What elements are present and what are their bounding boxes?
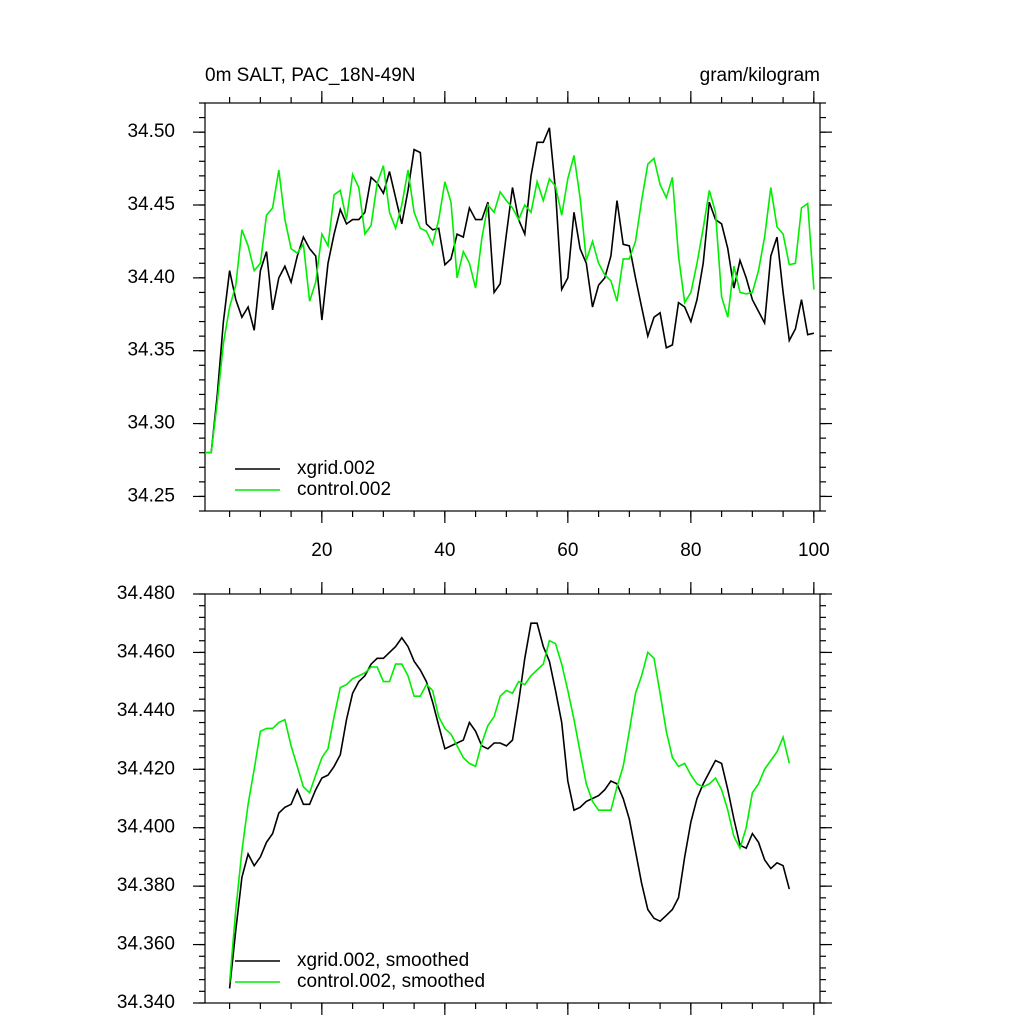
y-tick-label: 34.380 bbox=[117, 875, 175, 896]
series-line bbox=[228, 622, 791, 989]
y-tick-label: 34.35 bbox=[127, 340, 175, 361]
x-tick-label: 60 bbox=[557, 540, 578, 561]
series-line bbox=[205, 127, 815, 454]
x-tick-label: 80 bbox=[680, 540, 701, 561]
legend-label: xgrid.002 bbox=[297, 458, 375, 479]
series-line bbox=[205, 155, 815, 454]
x-tick-label: 20 bbox=[311, 540, 332, 561]
y-tick-label: 34.25 bbox=[127, 485, 175, 506]
y-tick-label: 34.360 bbox=[117, 934, 175, 955]
legend-label: xgrid.002, smoothed bbox=[297, 950, 469, 971]
y-tick-label: 34.460 bbox=[117, 641, 175, 662]
x-tick-label: 100 bbox=[798, 540, 830, 561]
y-tick-label: 34.480 bbox=[117, 583, 175, 604]
y-tick-label: 34.420 bbox=[117, 758, 175, 779]
y-tick-label: 34.440 bbox=[117, 700, 175, 721]
y-tick-label: 34.400 bbox=[117, 817, 175, 838]
series-line bbox=[228, 639, 791, 983]
units-label: gram/kilogram bbox=[700, 65, 820, 86]
chart-title: 0m SALT, PAC_18N-49N bbox=[205, 65, 416, 86]
legend-label: control.002 bbox=[297, 479, 391, 500]
y-tick-label: 34.40 bbox=[127, 267, 175, 288]
plot-frame bbox=[204, 102, 821, 512]
y-tick-label: 34.340 bbox=[117, 992, 175, 1013]
x-tick-label: 40 bbox=[434, 540, 455, 561]
legend-label: control.002, smoothed bbox=[297, 971, 485, 992]
y-tick-label: 34.30 bbox=[127, 413, 175, 434]
plot-frame bbox=[204, 593, 821, 1004]
y-tick-label: 34.45 bbox=[127, 194, 175, 215]
y-tick-label: 34.50 bbox=[127, 121, 175, 142]
